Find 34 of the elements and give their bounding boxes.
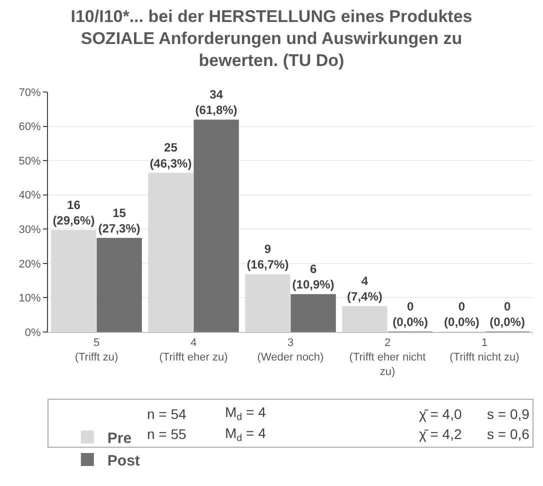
data-label: 9 (16,7%) bbox=[246, 242, 289, 272]
data-label: 34 (61,8%) bbox=[195, 88, 238, 118]
x-tick-label: 2 (Trifft eher nicht zu) bbox=[349, 337, 426, 378]
legend-label: Post bbox=[107, 452, 140, 470]
text: n = 54 bbox=[147, 406, 187, 422]
data-label: 4 (7,4%) bbox=[347, 274, 382, 304]
text: s = 0,9 bbox=[487, 406, 530, 422]
x-tick-label: 5 (Trifft zu) bbox=[74, 337, 118, 364]
x-tick-label: 1 (Trifft nicht zu) bbox=[450, 337, 520, 364]
y-tick-label: 30% bbox=[18, 224, 42, 236]
text: χ̄ = 4,0 bbox=[419, 406, 462, 422]
y-tick-label: 60% bbox=[18, 121, 42, 134]
text: M$_{d}$ = 4 bbox=[225, 425, 266, 444]
y-tick-label: 40% bbox=[18, 190, 42, 202]
chart-title: I10/I10*... bei der HERSTELLUNG eines Produktes SOZIALE Anforderungen und Auswirkungen zu bewerten. (TU Do) bbox=[70, 6, 472, 70]
data-label: 25 (46,3%) bbox=[150, 140, 192, 170]
data-label: 16 (29,6%) bbox=[52, 198, 95, 228]
legend-label: Pre bbox=[107, 430, 132, 447]
data-label: 15 (27,3%) bbox=[98, 206, 140, 236]
data-label: 0 (0,0%) bbox=[444, 299, 480, 329]
y-tick-label: 50% bbox=[18, 155, 42, 168]
data-label: 6 (10,9%) bbox=[292, 262, 334, 292]
text: M$_{d}$ = 4 bbox=[225, 404, 266, 423]
text: n = 55 bbox=[147, 426, 187, 442]
text: χ̄ = 4,2 bbox=[419, 426, 462, 442]
text: s = 0,6 bbox=[487, 426, 530, 442]
x-tick-label: 3 (Weder noch) bbox=[257, 337, 324, 364]
data-label: 0 (0,0%) bbox=[490, 299, 525, 329]
y-tick-label: 70% bbox=[18, 86, 42, 99]
y-tick-label: 10% bbox=[18, 292, 42, 305]
y-tick-label: 20% bbox=[18, 258, 42, 270]
y-tick-label: 0% bbox=[24, 326, 42, 339]
data-label: 0 (0,0%) bbox=[392, 299, 428, 329]
x-tick-label: 4 (Trifft eher zu) bbox=[159, 337, 228, 364]
